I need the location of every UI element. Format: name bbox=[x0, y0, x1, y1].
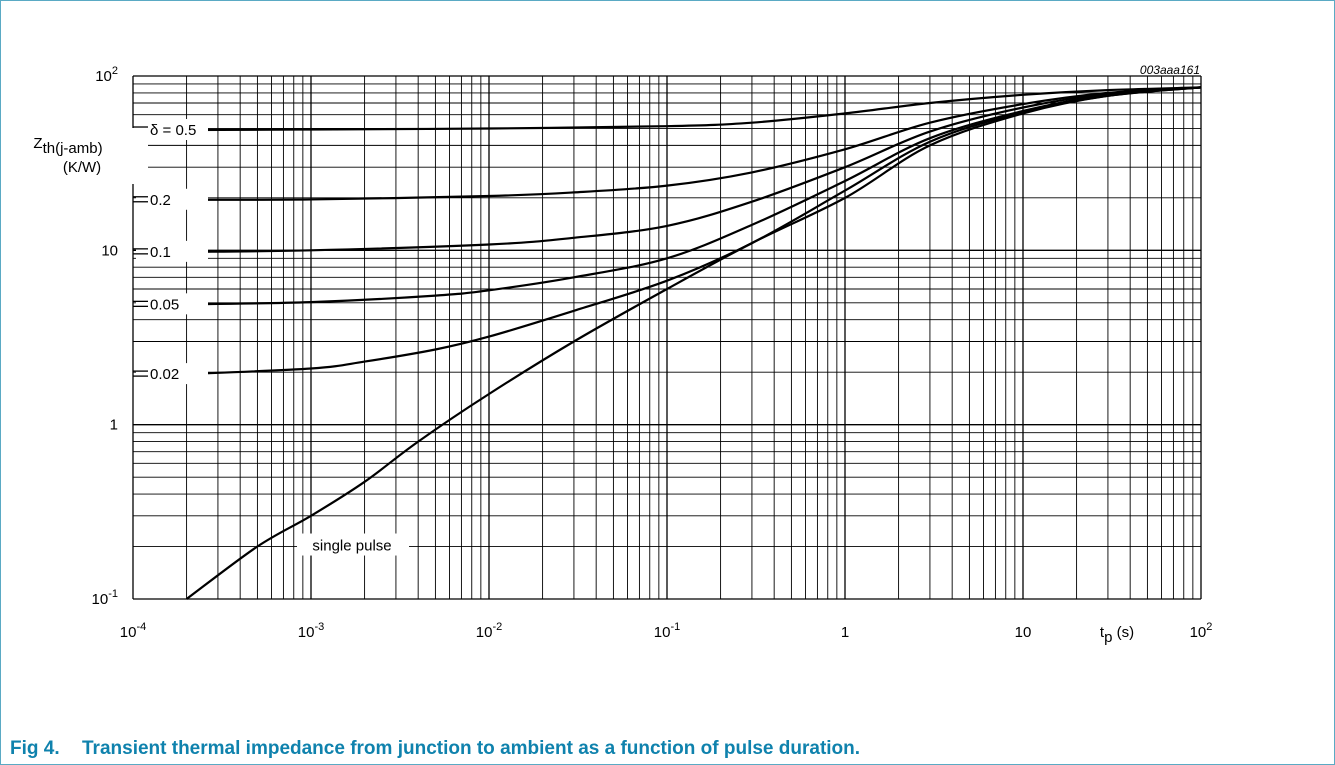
y-axis-label: Zth(j-amb) (K/W) bbox=[8, 128, 148, 184]
thermal-impedance-chart: 10-4 10-3 10-2 10-1 1 10 102 10-1 1 10 102 δ = 0.… bbox=[8, 63, 1213, 646]
series-label-bg bbox=[136, 240, 208, 262]
figure-caption: Fig 4. Transient thermal impedance from j… bbox=[10, 738, 860, 760]
series-labels: δ = 0.5 0.2 0.1 0.05 0.02 single pulse bbox=[133, 119, 410, 556]
curve-series-3 bbox=[186, 86, 1202, 306]
y-tick-labels: 10-1 1 10 102 bbox=[92, 65, 118, 608]
series-label-bg bbox=[136, 188, 208, 210]
series-label-bg bbox=[297, 533, 410, 556]
plot-curves bbox=[185, 86, 1202, 600]
figure-caption-text: Transient thermal impedance from junctio… bbox=[82, 738, 861, 759]
x-tick-label: 102 bbox=[1190, 621, 1213, 641]
x-tick-label: 1 bbox=[841, 624, 849, 641]
series-label: 0.2 bbox=[150, 192, 171, 209]
series-label-bg bbox=[136, 119, 208, 141]
curve-series-1 bbox=[186, 86, 1202, 201]
x-tick-label: 10-2 bbox=[476, 621, 502, 641]
series-label-bg bbox=[136, 293, 208, 315]
series-label: single pulse bbox=[312, 538, 391, 555]
y-tick-label: 102 bbox=[95, 65, 118, 85]
x-tick-labels: 10-4 10-3 10-2 10-1 1 10 102 bbox=[120, 621, 1213, 641]
plot-grid bbox=[132, 75, 1202, 600]
y-tick-label: 10 bbox=[101, 242, 118, 259]
series-label: 0.02 bbox=[150, 366, 179, 383]
series-label: δ = 0.5 bbox=[150, 122, 196, 139]
y-label-bg bbox=[8, 128, 148, 184]
series-label-bg bbox=[136, 363, 208, 385]
curve-series-0 bbox=[186, 86, 1202, 132]
figure-number: Fig 4. bbox=[10, 738, 60, 759]
x-tick-label: 10-1 bbox=[654, 621, 680, 641]
series-label: 0.05 bbox=[150, 296, 179, 313]
y-axis-title: Zth(j-amb) bbox=[33, 135, 102, 157]
curve-series-4 bbox=[186, 86, 1202, 376]
x-tick-label: 10-3 bbox=[298, 621, 324, 641]
curve-series-2 bbox=[186, 86, 1202, 253]
y-axis-unit: (K/W) bbox=[63, 159, 101, 176]
series-label: 0.1 bbox=[150, 244, 171, 261]
x-tick-label: 10-4 bbox=[120, 621, 146, 641]
x-axis-title: tp (s) bbox=[1100, 624, 1134, 646]
curve-series-5 bbox=[185, 86, 1202, 600]
y-tick-label: 10-1 bbox=[92, 588, 118, 608]
x-tick-label: 10 bbox=[1015, 624, 1032, 641]
figure-ref-code: 003aaa161 bbox=[1140, 63, 1200, 77]
x-axis-label: tp (s) bbox=[1100, 624, 1134, 646]
y-tick-label: 1 bbox=[110, 417, 118, 434]
